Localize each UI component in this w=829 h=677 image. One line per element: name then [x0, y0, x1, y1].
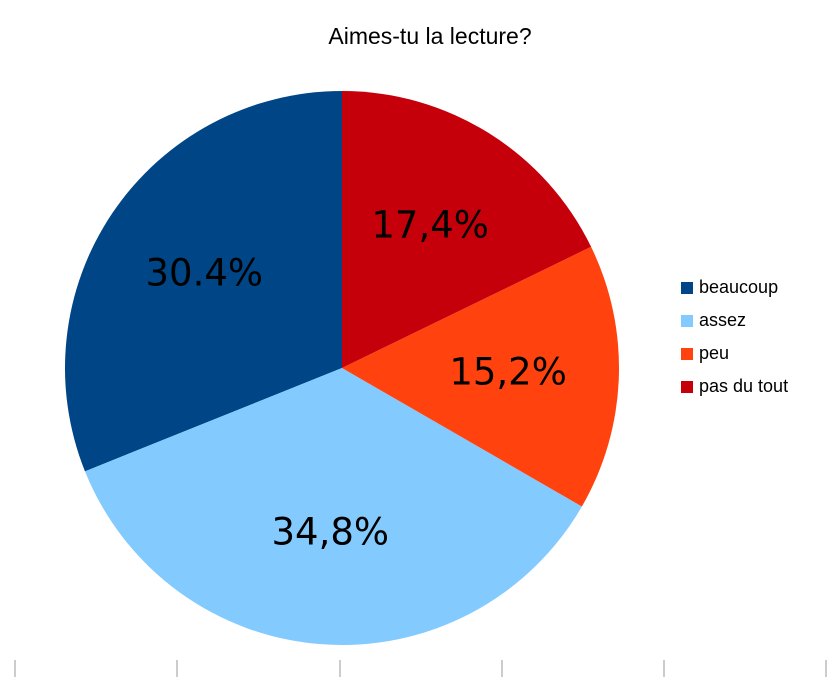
legend-label: assez: [699, 310, 746, 330]
value-label: 34,8%: [271, 510, 389, 553]
axis-decoration: [14, 660, 827, 677]
pie-slice: [342, 91, 592, 368]
pie-slice: [64, 91, 342, 472]
legend-label: beaucoup: [699, 277, 778, 297]
pie-slice: [342, 246, 619, 507]
legend-swatch: [681, 282, 693, 294]
legend-swatch: [681, 348, 693, 360]
pie-slice: [84, 368, 582, 645]
chart-title: Aimes-tu la lecture?: [328, 23, 531, 49]
legend-label: peu: [699, 343, 729, 363]
value-label: 30.4%: [146, 251, 264, 294]
value-label: 15,2%: [449, 350, 567, 393]
legend-swatch: [681, 315, 693, 327]
legend-label: pas du tout: [699, 376, 788, 396]
legend-swatch: [681, 381, 693, 393]
value-label: 17,4%: [371, 204, 489, 247]
